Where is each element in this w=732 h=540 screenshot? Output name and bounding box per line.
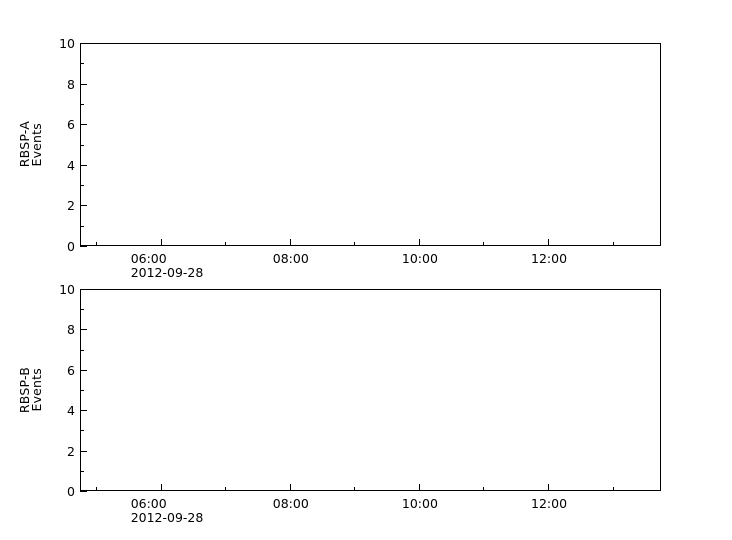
x-tick-minor bbox=[225, 487, 227, 491]
y-tick-minor bbox=[80, 103, 84, 105]
y-tick-major: 6 bbox=[67, 364, 87, 376]
x-axis-date-label: 2012-09-28 bbox=[130, 510, 204, 525]
y-tick-label: 8 bbox=[67, 76, 75, 92]
y-tick-label: 0 bbox=[67, 483, 75, 499]
y-tick-minor bbox=[80, 470, 84, 472]
x-tick-label: 12:00 bbox=[531, 252, 567, 266]
x-tick-minor bbox=[354, 242, 356, 246]
x-tick-major: 06:00 2012-09-28 bbox=[131, 239, 203, 280]
x-tick-label: 06:00 2012-09-28 bbox=[131, 497, 255, 525]
x-tick-major: 08:00 bbox=[273, 484, 309, 511]
y-tick-label: 2 bbox=[67, 198, 75, 214]
y-tick-minor bbox=[80, 349, 84, 351]
axes-frame-rbsp-a bbox=[80, 43, 661, 246]
y-tick-major: 10 bbox=[59, 37, 87, 49]
y-tick-major: 4 bbox=[67, 404, 87, 416]
plot-panel-rbsp-b: 0 2 4 6 8 10 06:00 2012-09-28 08:00 10:00 12:00 bbox=[59, 283, 661, 525]
x-tick-label-time: 06:00 bbox=[130, 251, 167, 266]
y-tick-label: 6 bbox=[67, 116, 75, 132]
y-tick-label: 6 bbox=[67, 362, 75, 378]
y-tick-minor bbox=[80, 185, 84, 187]
y-tick-label: 4 bbox=[67, 157, 75, 173]
y-tick-major: 2 bbox=[67, 445, 87, 457]
x-tick-major: 10:00 bbox=[402, 484, 438, 511]
y-tick-major: 2 bbox=[67, 200, 87, 212]
x-tick-label: 08:00 bbox=[273, 252, 309, 266]
y-tick-major: 8 bbox=[67, 324, 87, 336]
x-tick-major: 08:00 bbox=[273, 239, 309, 266]
x-tick-minor bbox=[612, 487, 614, 491]
y-tick-label: 10 bbox=[59, 35, 75, 51]
x-tick-label-time: 08:00 bbox=[272, 251, 309, 266]
x-tick-minor bbox=[483, 242, 485, 246]
x-tick-minor bbox=[96, 487, 98, 491]
x-tick-label-time: 12:00 bbox=[531, 496, 568, 511]
y-axis-label-line-secondary: Events bbox=[29, 368, 44, 412]
x-tick-major: 06:00 2012-09-28 bbox=[131, 484, 203, 525]
y-tick-minor bbox=[80, 144, 84, 146]
y-tick-major: 0 bbox=[67, 485, 87, 497]
x-tick-label: 10:00 bbox=[402, 497, 438, 511]
y-tick-minor bbox=[80, 430, 84, 432]
y-tick-major: 0 bbox=[67, 240, 87, 252]
x-tick-minor bbox=[612, 242, 614, 246]
y-tick-minor bbox=[80, 225, 84, 227]
x-tick-minor bbox=[225, 242, 227, 246]
x-tick-label: 08:00 bbox=[273, 497, 309, 511]
y-tick-label: 10 bbox=[59, 281, 75, 297]
x-tick-label: 12:00 bbox=[531, 497, 567, 511]
x-tick-label-time: 10:00 bbox=[401, 496, 438, 511]
y-tick-label: 8 bbox=[67, 322, 75, 338]
x-axis-date-label: 2012-09-28 bbox=[130, 265, 204, 280]
plot-panel-rbsp-a: 0 2 4 6 8 10 06:00 2012-09-28 08:00 10:00 12:00 bbox=[59, 37, 661, 280]
y-tick-label: 2 bbox=[67, 443, 75, 459]
y-tick-minor bbox=[80, 390, 84, 391]
x-tick-label-time: 12:00 bbox=[531, 251, 568, 266]
y-tick-minor bbox=[80, 63, 84, 65]
x-tick-label-time: 10:00 bbox=[401, 251, 438, 266]
y-tick-label: 0 bbox=[67, 238, 75, 254]
x-tick-major: 12:00 bbox=[531, 239, 567, 266]
y-tick-major: 6 bbox=[67, 118, 87, 130]
y-tick-minor bbox=[80, 309, 84, 311]
y-axis-label-rbsp-b: RBSP-B Events bbox=[8, 289, 54, 491]
y-tick-major: 8 bbox=[67, 78, 87, 90]
y-tick-major: 10 bbox=[59, 283, 87, 295]
x-tick-label-time: 06:00 bbox=[130, 496, 167, 511]
x-tick-minor bbox=[483, 487, 485, 491]
x-tick-minor bbox=[354, 487, 356, 491]
x-tick-minor bbox=[96, 242, 98, 246]
x-tick-major: 10:00 bbox=[402, 239, 438, 266]
x-tick-label: 10:00 bbox=[402, 252, 438, 266]
y-axis-label-rbsp-a: RBSP-A Events bbox=[8, 43, 54, 246]
axes-frame-rbsp-b bbox=[80, 289, 661, 491]
y-tick-label: 4 bbox=[67, 402, 75, 418]
x-tick-label: 06:00 2012-09-28 bbox=[131, 252, 255, 280]
x-tick-label-time: 08:00 bbox=[272, 496, 309, 511]
y-tick-major: 4 bbox=[67, 159, 87, 171]
x-tick-major: 12:00 bbox=[531, 484, 567, 511]
y-axis-label-line-secondary: Events bbox=[29, 122, 44, 167]
